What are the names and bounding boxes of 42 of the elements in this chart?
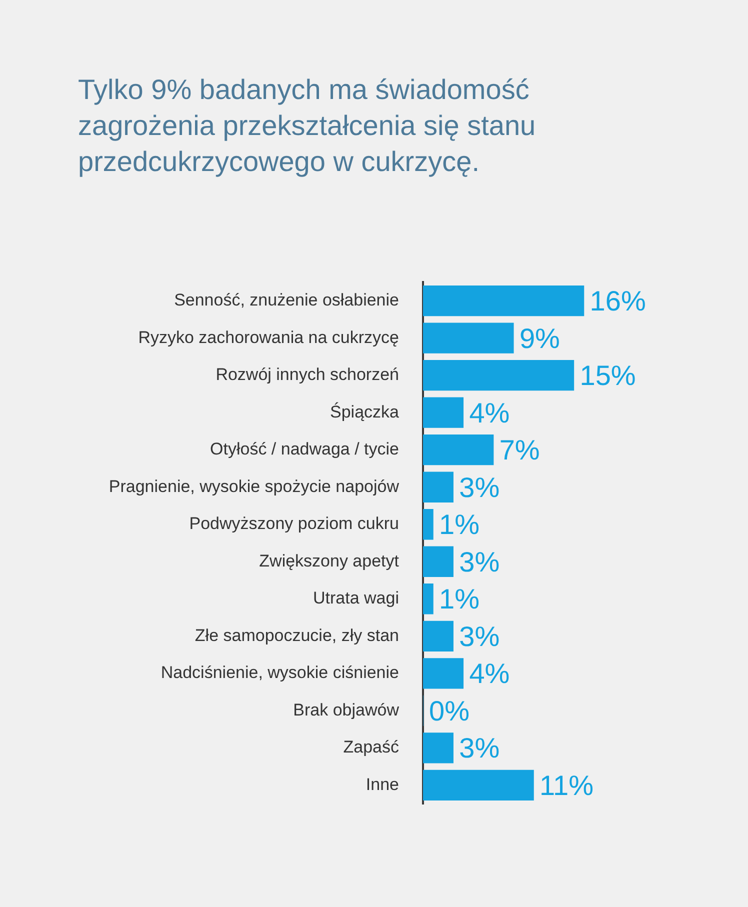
y-tick-label: Rozwój innych schorzeń [216, 365, 399, 384]
y-tick-label: Brak objawów [293, 700, 400, 720]
y-tick-label: Podwyższony poziom cukru [189, 514, 399, 534]
y-tick-label: Inne [366, 774, 399, 794]
y-tick-label: Senność, znużenie osłabienie [174, 290, 399, 310]
y-tick-label: Pragnienie, wysokie spożycie napojów [108, 476, 400, 496]
y-tick-label: Zwiększony apetyt [259, 551, 400, 570]
bar [423, 397, 464, 428]
y-tick-label: Utrata wagi [313, 588, 399, 608]
bar [423, 509, 434, 540]
data-label: 3% [459, 620, 500, 652]
data-label: 4% [469, 397, 510, 428]
data-label: 3% [459, 472, 500, 503]
y-tick-label: Nadciśnienie, wysokie ciśnienie [160, 663, 399, 682]
bar [423, 360, 574, 391]
bar [423, 322, 514, 354]
y-tick-label: Złe samopoczucie, zły stan [194, 626, 399, 645]
chart-title: Tylko 9% badanych ma świadomość zagrożenia przekształcenia się stanu przedcukrzycowego w cukrzycę. [78, 73, 537, 179]
data-label: 16% [590, 286, 646, 317]
data-label: 4% [469, 658, 510, 690]
data-label: 1% [439, 509, 480, 540]
data-label: 3% [459, 546, 500, 578]
y-tick-label: Otyłość / nadwaga / tycie [210, 440, 399, 459]
bar [423, 770, 534, 800]
bar [423, 584, 434, 614]
bar [423, 286, 584, 316]
data-label: 0% [429, 695, 470, 726]
data-label: 1% [439, 584, 480, 615]
bar [423, 434, 494, 466]
bar [423, 620, 454, 652]
data-label: 7% [499, 434, 540, 466]
bar [423, 546, 454, 577]
data-label: 9% [519, 322, 560, 354]
data-label: 11% [540, 770, 594, 801]
y-tick-label: Zapaść [343, 738, 400, 757]
bar [423, 472, 454, 502]
y-tick-label: Ryzyko zachorowania na cukrzycę [138, 328, 399, 347]
data-label: 3% [459, 732, 500, 764]
y-tick-label: Śpiączka [330, 401, 400, 422]
data-label: 15% [580, 360, 636, 392]
bar [423, 658, 464, 689]
bar [423, 732, 454, 764]
